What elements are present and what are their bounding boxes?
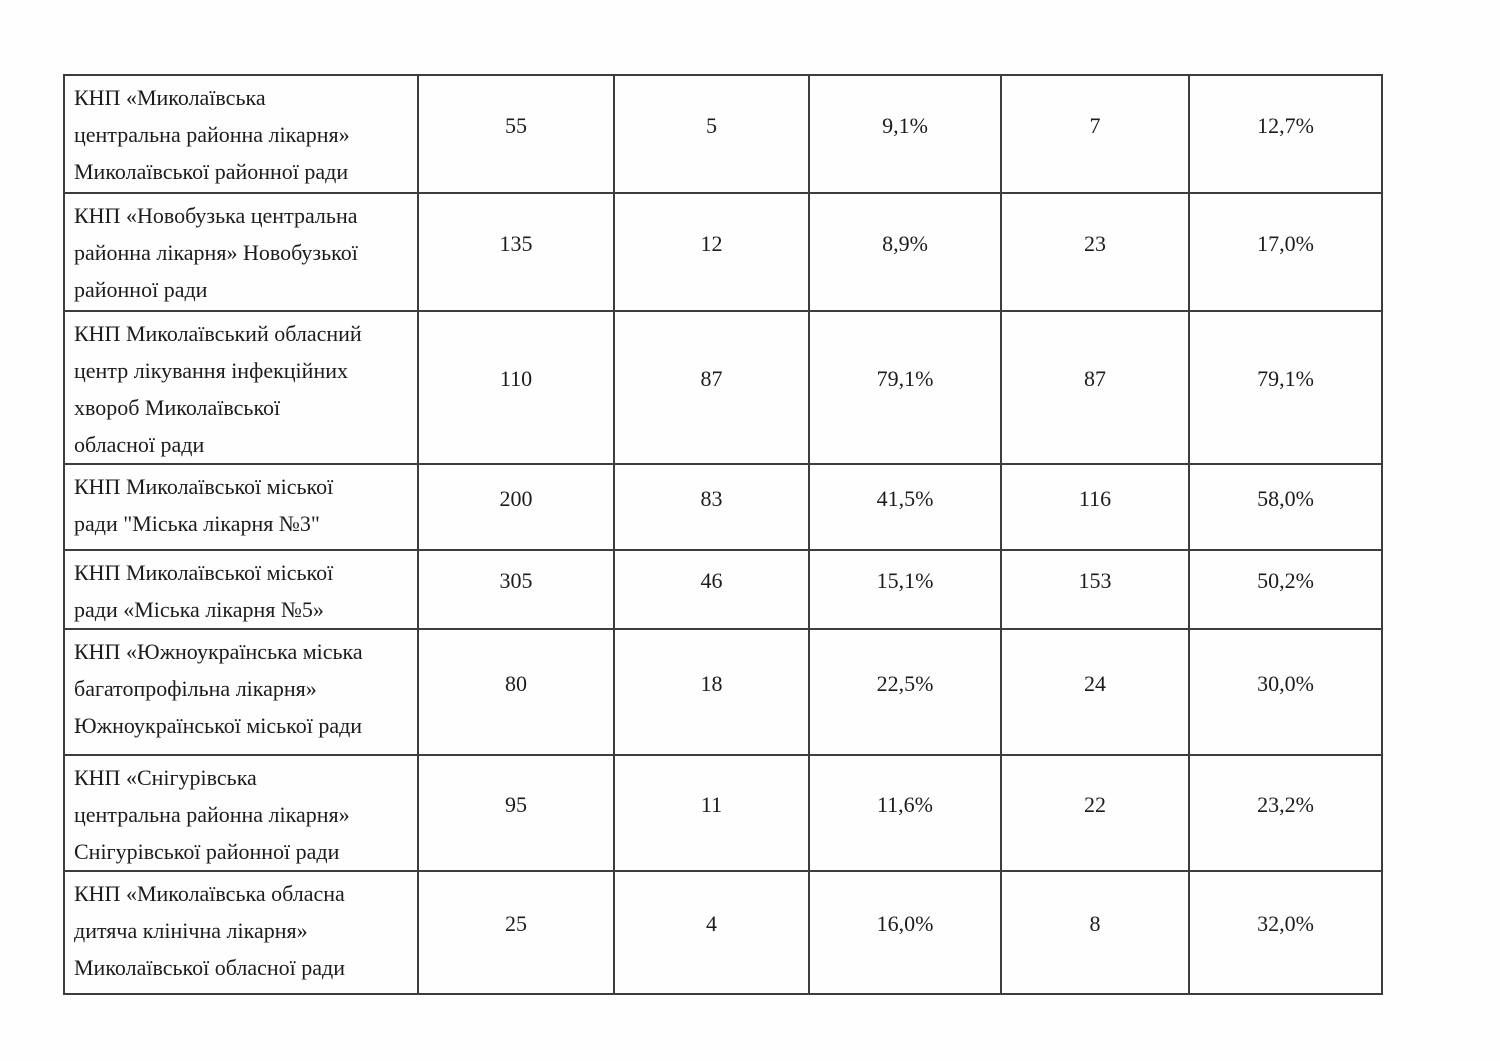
table-row: КНП Миколаївської міської ради "Міська л… — [63, 463, 1383, 551]
value-cell: 153 — [1000, 549, 1190, 630]
value-cell: 58,0% — [1188, 463, 1383, 551]
table-row: КНП «Снігурівська центральна районна лік… — [63, 754, 1383, 872]
table-row: КНП «Миколаївська обласна дитяча клінічн… — [63, 870, 1383, 995]
hospital-name-cell: КНП Миколаївської міської ради "Міська л… — [63, 463, 419, 551]
value-cell: 110 — [417, 310, 615, 465]
table-row: КНП Миколаївський обласний центр лікуван… — [63, 310, 1383, 465]
value-cell: 23 — [1000, 192, 1190, 312]
value-cell: 200 — [417, 463, 615, 551]
value-cell: 11,6% — [808, 754, 1002, 872]
value-cell: 46 — [613, 549, 810, 630]
value-cell: 24 — [1000, 628, 1190, 756]
table-row: КНП «Новобузька центральна районна лікар… — [63, 192, 1383, 312]
value-cell: 23,2% — [1188, 754, 1383, 872]
hospital-name-cell: КНП «Снігурівська центральна районна лік… — [63, 754, 419, 872]
value-cell: 17,0% — [1188, 192, 1383, 312]
value-cell: 12,7% — [1188, 74, 1383, 194]
value-cell: 11 — [613, 754, 810, 872]
hospitals-table: КНП «Миколаївська центральна районна лік… — [63, 74, 1383, 995]
value-cell: 83 — [613, 463, 810, 551]
hospital-name-cell: КНП «Южноукраїнська міська багатопрофіль… — [63, 628, 419, 756]
value-cell: 16,0% — [808, 870, 1002, 995]
value-cell: 32,0% — [1188, 870, 1383, 995]
value-cell: 30,0% — [1188, 628, 1383, 756]
value-cell: 15,1% — [808, 549, 1002, 630]
value-cell: 55 — [417, 74, 615, 194]
value-cell: 305 — [417, 549, 615, 630]
value-cell: 8 — [1000, 870, 1190, 995]
value-cell: 25 — [417, 870, 615, 995]
value-cell: 87 — [1000, 310, 1190, 465]
value-cell: 50,2% — [1188, 549, 1383, 630]
value-cell: 135 — [417, 192, 615, 312]
value-cell: 22,5% — [808, 628, 1002, 756]
value-cell: 79,1% — [808, 310, 1002, 465]
table-row: КНП «Южноукраїнська міська багатопрофіль… — [63, 628, 1383, 756]
hospital-name-cell: КНП «Новобузька центральна районна лікар… — [63, 192, 419, 312]
value-cell: 9,1% — [808, 74, 1002, 194]
value-cell: 41,5% — [808, 463, 1002, 551]
value-cell: 5 — [613, 74, 810, 194]
value-cell: 87 — [613, 310, 810, 465]
value-cell: 18 — [613, 628, 810, 756]
hospital-name-cell: КНП «Миколаївська обласна дитяча клінічн… — [63, 870, 419, 995]
hospital-name-cell: КНП «Миколаївська центральна районна лік… — [63, 74, 419, 194]
value-cell: 116 — [1000, 463, 1190, 551]
table-row: КНП Миколаївської міської ради «Міська л… — [63, 549, 1383, 630]
table-row: КНП «Миколаївська центральна районна лік… — [63, 74, 1383, 194]
value-cell: 80 — [417, 628, 615, 756]
value-cell: 22 — [1000, 754, 1190, 872]
value-cell: 7 — [1000, 74, 1190, 194]
value-cell: 95 — [417, 754, 615, 872]
hospital-name-cell: КНП Миколаївської міської ради «Міська л… — [63, 549, 419, 630]
hospital-name-cell: КНП Миколаївський обласний центр лікуван… — [63, 310, 419, 465]
value-cell: 79,1% — [1188, 310, 1383, 465]
value-cell: 8,9% — [808, 192, 1002, 312]
value-cell: 12 — [613, 192, 810, 312]
value-cell: 4 — [613, 870, 810, 995]
